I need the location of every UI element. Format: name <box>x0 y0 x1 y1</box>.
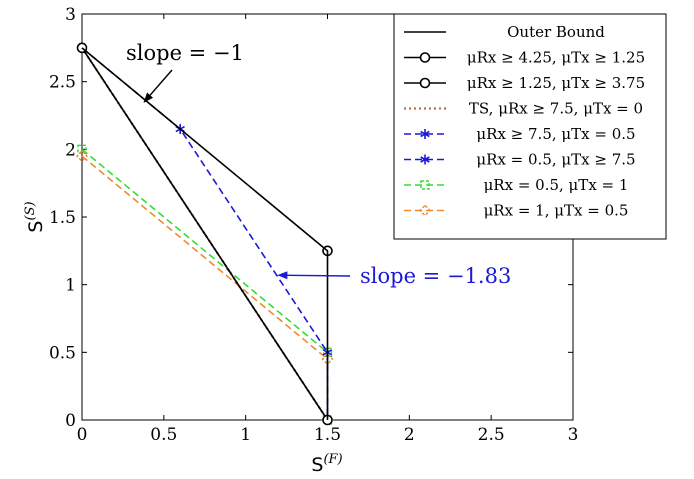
axis-ticks: 0 0.5 1 1.5 2 2.5 3 0 0.5 1 1.5 2 2.5 3 <box>49 5 578 445</box>
x-tick-label: 0.5 <box>150 425 177 445</box>
legend-entry: μRx ≥ 4.25, μTx ≥ 1.25 <box>467 49 645 67</box>
y-tick-label: 0 <box>65 411 76 431</box>
y-axis-label: S(S) <box>23 201 47 232</box>
series-6 <box>77 144 333 425</box>
series-7 <box>76 150 334 426</box>
y-tick-label: 3 <box>65 5 76 25</box>
x-tick-label: 2 <box>404 425 415 445</box>
star-marker <box>420 129 430 139</box>
x-axis-label-sup: (F) <box>323 452 342 467</box>
y-tick-label: 2 <box>65 140 76 160</box>
x-tick-label: 3 <box>568 425 579 445</box>
x-tick-label: 0 <box>77 425 88 445</box>
slope-label: slope = −1 <box>126 41 244 65</box>
circle-marker <box>419 77 431 89</box>
legend-entry: Outer Bound <box>507 23 605 41</box>
x-tick-label: 1.5 <box>314 425 341 445</box>
slope-arrow <box>143 69 173 103</box>
series-line <box>81 47 329 421</box>
series-line <box>81 47 329 420</box>
slope-label: slope = −1.83 <box>360 264 511 288</box>
legend: Outer Bound μRx ≥ 4.25, μTx ≥ 1.25 μRx ≥ 1… <box>393 13 667 240</box>
legend-entry: μRx = 1, μTx = 0.5 <box>484 202 629 220</box>
legend-entry: μRx ≥ 1.25, μTx ≥ 3.75 <box>467 74 645 92</box>
x-tick-label: 2.5 <box>478 425 505 445</box>
series-layer <box>76 42 334 426</box>
x-tick-label: 1 <box>240 425 251 445</box>
y-axis-label-sup: (S) <box>23 201 38 220</box>
series-1 <box>76 42 333 426</box>
square-marker <box>420 180 430 190</box>
legend-entry: μRx = 0.5, μTx = 1 <box>484 176 629 194</box>
series-line <box>81 155 329 420</box>
x-axis-label: S(F) <box>311 452 342 476</box>
series-0 <box>81 47 329 420</box>
series-line <box>81 148 329 420</box>
legend-entry: μRx = 0.5, μTx ≥ 7.5 <box>476 151 635 169</box>
y-tick-label: 1 <box>65 276 76 296</box>
legend-box <box>393 13 667 240</box>
slope-arrow <box>277 271 351 280</box>
y-tick-label: 0.5 <box>49 343 76 363</box>
legend-entry: TS, μRx ≥ 7.5, μTx = 0 <box>469 100 643 118</box>
annotation-layer: slope = −1 slope = −1.83 <box>126 41 511 288</box>
y-tick-label: 2.5 <box>49 73 76 93</box>
y-tick-label: 1.5 <box>49 208 76 228</box>
legend-entry: μRx ≥ 7.5, μTx = 0.5 <box>476 125 635 143</box>
square-marker <box>77 144 87 155</box>
circle-marker <box>419 52 431 63</box>
star-marker <box>420 154 430 165</box>
